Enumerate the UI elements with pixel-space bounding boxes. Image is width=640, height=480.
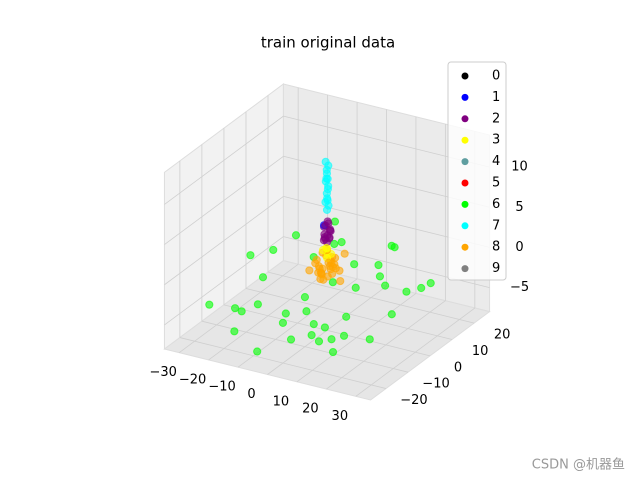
point: [309, 319, 318, 329]
point: [312, 255, 321, 264]
point: [339, 331, 349, 340]
tick-label: −20: [179, 372, 206, 387]
point: [305, 266, 314, 275]
grid-line: [267, 271, 475, 324]
point: [330, 260, 339, 269]
legend-marker: [461, 115, 469, 123]
grid-line: [164, 196, 284, 286]
point: [230, 327, 239, 336]
point: [323, 217, 332, 226]
tick-label: 0: [454, 360, 462, 375]
point: [336, 276, 345, 286]
tick-label: 30: [332, 409, 349, 424]
legend-label: 0: [492, 69, 500, 84]
point: [281, 309, 290, 318]
legend-marker: [461, 179, 469, 187]
point: [328, 278, 337, 287]
legend-marker: [461, 200, 469, 208]
point: [230, 304, 240, 313]
tick-label: 10: [472, 344, 489, 359]
tick-label: 0: [247, 387, 255, 402]
legend-marker: [461, 136, 469, 144]
legend-label: 6: [492, 197, 500, 212]
point: [342, 312, 351, 321]
legend-label: 2: [492, 111, 500, 126]
point: [402, 287, 411, 296]
tick-label: 10: [511, 160, 528, 175]
tick-label: 10: [273, 394, 290, 409]
point: [286, 335, 296, 344]
point: [258, 273, 268, 282]
point: [350, 260, 359, 269]
point: [269, 245, 278, 255]
point: [314, 337, 324, 346]
point: [328, 269, 337, 279]
legend-label: 9: [492, 261, 500, 276]
legend-label: 8: [492, 240, 500, 255]
points: [205, 157, 435, 357]
tick-label: 20: [302, 402, 319, 417]
point: [302, 307, 311, 316]
point: [417, 283, 426, 293]
point: [390, 243, 399, 252]
point: [374, 260, 383, 270]
point: [291, 231, 301, 240]
point: [205, 300, 214, 309]
point: [387, 310, 396, 319]
point: [278, 318, 288, 327]
point: [246, 251, 255, 260]
tick-label: 0: [515, 240, 523, 255]
legend-marker: [461, 222, 469, 230]
point: [328, 347, 338, 357]
point: [320, 323, 329, 332]
point: [340, 249, 349, 258]
point: [337, 238, 346, 247]
point: [351, 283, 360, 292]
tick-label: −10: [422, 377, 449, 392]
point: [307, 331, 316, 340]
point: [322, 243, 331, 253]
tick-label: 5: [515, 200, 523, 215]
point: [253, 347, 262, 356]
legend-marker: [461, 93, 469, 101]
point: [327, 335, 336, 344]
point: [381, 281, 390, 290]
legend-label: 5: [492, 176, 500, 191]
legend-label: 4: [492, 154, 500, 169]
tick-label: −20: [400, 393, 427, 408]
grid-line: [164, 155, 284, 245]
point: [330, 239, 339, 249]
legend-label: 1: [492, 90, 500, 105]
point: [321, 157, 330, 166]
legend-marker: [461, 72, 469, 80]
point: [426, 279, 435, 288]
legend: 0 1 2 3 4 5 6 7 8 9: [461, 69, 500, 276]
point: [237, 307, 246, 316]
point: [317, 269, 326, 278]
tick-label: 20: [494, 328, 511, 343]
grid-line: [164, 115, 284, 205]
legend-marker: [461, 243, 469, 251]
legend-marker: [461, 265, 469, 273]
tick-label: −30: [149, 365, 176, 380]
tick-label: −5: [510, 280, 529, 295]
point: [300, 293, 310, 302]
point: [375, 272, 385, 281]
point: [330, 217, 340, 226]
grid-line: [179, 337, 387, 389]
tick-label: −10: [208, 380, 235, 395]
legend-marker: [461, 158, 469, 166]
legend-label: 7: [492, 218, 500, 233]
point: [253, 300, 262, 309]
point: [365, 335, 374, 344]
watermark: CSDN @机器鱼: [532, 457, 625, 473]
legend-label: 3: [492, 133, 500, 148]
chart-title: train original data: [261, 34, 395, 52]
grid-line: [164, 236, 284, 326]
